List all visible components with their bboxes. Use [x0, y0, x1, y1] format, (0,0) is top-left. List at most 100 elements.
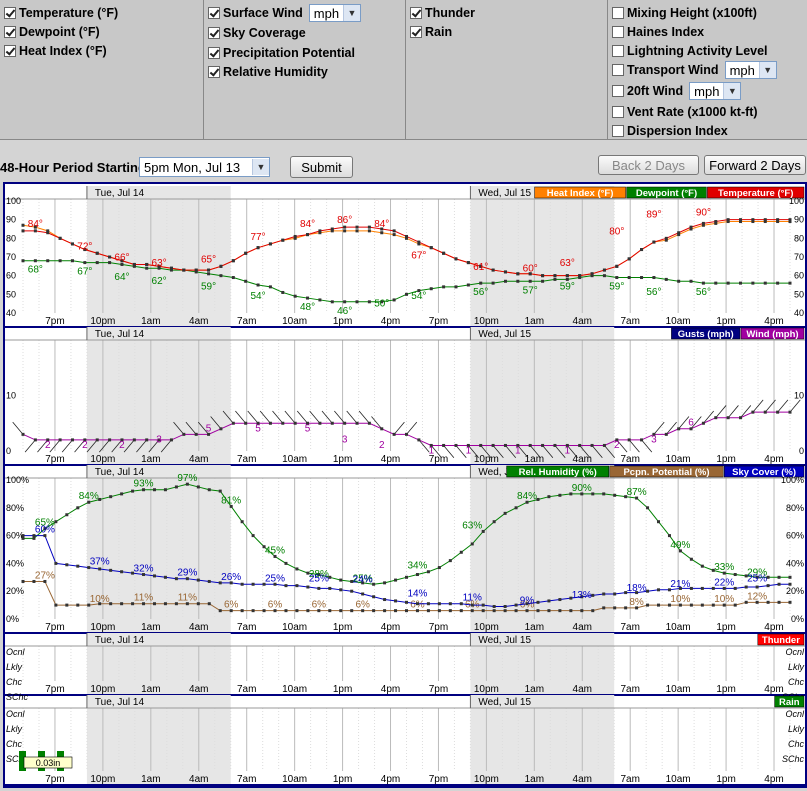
wind-point: [491, 443, 495, 447]
checkbox[interactable]: [208, 7, 220, 19]
sky-cover-point: [755, 585, 759, 589]
rel-humidity-point: [689, 557, 693, 561]
dewpoint-point: [256, 283, 260, 287]
sky-cover-point: [328, 586, 332, 590]
checkbox[interactable]: [208, 27, 220, 39]
dewpoint-point: [244, 279, 248, 283]
checkbox[interactable]: [4, 7, 16, 19]
unit-select[interactable]: mph ▼: [724, 61, 777, 79]
wind-data-label: 1: [428, 445, 434, 456]
temperature-data-label: 63°: [152, 258, 167, 269]
dewpoint-point: [293, 294, 297, 298]
checkbox[interactable]: [410, 7, 422, 19]
x-tick-label: 1am: [525, 316, 544, 327]
x-tick-label: 10am: [666, 774, 691, 785]
pct-data-label: 65%: [35, 518, 55, 529]
unit-value: mph: [729, 62, 755, 78]
checkbox[interactable]: [612, 7, 624, 19]
x-tick-label: 10pm: [474, 774, 499, 785]
option-dewpoint-f[interactable]: Dewpoint (°F): [4, 23, 100, 41]
period-select[interactable]: 5pm Mon, Jul 13 ▼: [139, 157, 270, 177]
option-temperature-f[interactable]: Temperature (°F): [4, 4, 118, 22]
wind-point: [664, 432, 668, 436]
option-rain[interactable]: Rain: [410, 23, 452, 41]
temperature-data-label: 84°: [28, 219, 43, 230]
temperature-point: [479, 264, 483, 268]
x-tick-label: 1pm: [333, 684, 352, 695]
option-sky-coverage[interactable]: Sky Coverage: [208, 24, 306, 42]
wind-data-label: 3: [342, 434, 348, 445]
rel-humidity-point: [536, 497, 540, 501]
x-tick-label: 7pm: [45, 684, 64, 695]
dewpoint-point: [281, 290, 285, 294]
unit-select[interactable]: mph ▼: [689, 82, 742, 100]
checkbox[interactable]: [410, 26, 422, 38]
x-tick-label: 7pm: [429, 622, 448, 633]
wind-point: [244, 421, 248, 425]
category-label-right: Lkly: [788, 662, 805, 672]
option-dispersion-index[interactable]: Dispersion Index: [612, 122, 728, 140]
forward-2-days-button[interactable]: Forward 2 Days: [704, 155, 806, 175]
y-tick-label: 60%: [6, 531, 24, 541]
sky-cover-point: [470, 603, 474, 607]
legend-label: Thunder: [762, 635, 800, 646]
day-label: Tue, Jul 14: [95, 467, 145, 478]
checkbox[interactable]: [612, 125, 624, 137]
x-tick-label: 10am: [666, 684, 691, 695]
x-tick-label: 1am: [525, 684, 544, 695]
option-surface-wind[interactable]: Surface Wind mph ▼: [208, 4, 361, 22]
pct-data-label: 11%: [178, 593, 197, 604]
checkbox[interactable]: [4, 26, 16, 38]
rel-humidity-point: [624, 495, 628, 499]
option-precipitation-potential[interactable]: Precipitation Potential: [208, 44, 355, 62]
checkbox[interactable]: [612, 106, 624, 118]
dewpoint-point: [95, 261, 99, 265]
x-tick-label: 7am: [237, 316, 256, 327]
pcpn-potential-point: [459, 609, 463, 613]
x-tick-label: 4am: [189, 454, 208, 465]
checkbox[interactable]: [612, 64, 624, 76]
temperature-data-label: 72°: [77, 241, 92, 252]
pcpn-potential-point: [295, 609, 299, 613]
dewpoint-point: [120, 262, 124, 266]
checkbox[interactable]: [4, 45, 16, 57]
sky-cover-point: [229, 581, 233, 585]
dewpoint-point: [392, 298, 396, 302]
wind-barb: [455, 445, 467, 458]
option-thunder[interactable]: Thunder: [410, 4, 475, 22]
x-tick-label: 10pm: [90, 684, 115, 695]
dewpoint-point: [207, 272, 211, 276]
dewpoint-point: [108, 261, 112, 265]
legend-label: Dewpoint (°F): [636, 188, 697, 199]
option-mixing-height-x100ft[interactable]: Mixing Height (x100ft): [612, 4, 757, 22]
submit-button[interactable]: Submit: [290, 156, 353, 178]
wind-barb: [222, 410, 234, 424]
back-2-days-button[interactable]: Back 2 Days: [598, 155, 699, 175]
option-haines-index[interactable]: Haines Index: [612, 23, 704, 41]
checkbox[interactable]: [612, 45, 624, 57]
sky-cover-point: [503, 604, 507, 608]
rel-humidity-point: [240, 520, 244, 524]
dewpoint-point: [306, 296, 310, 300]
option-transport-wind[interactable]: Transport Wind mph ▼: [612, 61, 777, 79]
wind-barb: [591, 445, 603, 458]
unit-select[interactable]: mph ▼: [308, 4, 361, 22]
option-20ft-wind[interactable]: 20ft Wind mph ▼: [612, 82, 742, 100]
qpf-box: [23, 756, 73, 769]
option-relative-humidity[interactable]: Relative Humidity: [208, 63, 328, 81]
rel-humidity-point: [383, 581, 387, 585]
rel-humidity-point: [470, 542, 474, 546]
option-heat-index-f[interactable]: Heat Index (°F): [4, 42, 107, 60]
option-vent-rate-x1000-kt-ft[interactable]: Vent Rate (x1000 kt-ft): [612, 103, 758, 121]
day-label: Wed, Jul 15: [478, 467, 531, 478]
option-lightning-activity-level[interactable]: Lightning Activity Level: [612, 42, 768, 60]
checkbox[interactable]: [208, 66, 220, 78]
dewpoint-data-label: 62°: [152, 276, 167, 287]
checkbox[interactable]: [208, 47, 220, 59]
pct-data-label: 13%: [572, 590, 592, 601]
checkbox[interactable]: [612, 26, 624, 38]
pcpn-potential-point: [667, 603, 671, 607]
unit-value: mph: [694, 83, 720, 99]
panel-1: [5, 186, 805, 328]
checkbox[interactable]: [612, 85, 624, 97]
